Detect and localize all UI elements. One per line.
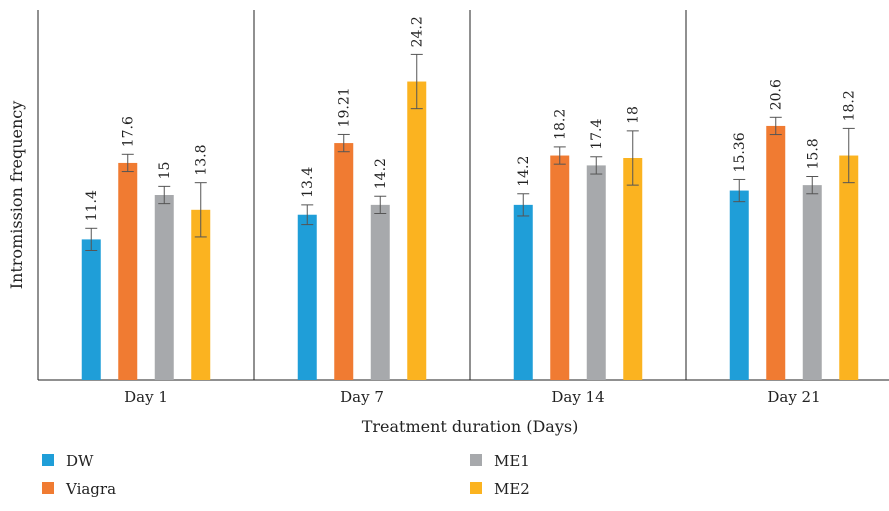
bar — [730, 191, 749, 380]
data-label: 15.8 — [805, 138, 821, 169]
bar — [803, 185, 822, 380]
legend-swatch — [470, 482, 482, 494]
legend-swatch — [42, 454, 54, 466]
data-label: 20.6 — [769, 79, 785, 110]
data-label: 17.4 — [589, 119, 605, 150]
bar — [371, 205, 390, 380]
bar — [155, 195, 174, 380]
plot-area: Day 1 11.4 17.6 15 13.8 Day 7 13.4 19.21 14.2 24.… — [38, 10, 889, 406]
y-axis-title: Intromission frequency — [7, 101, 26, 290]
bar — [839, 156, 858, 380]
data-label: 18.2 — [553, 109, 569, 140]
legend: DW Viagra ME1 ME2 — [42, 452, 530, 498]
bar — [118, 163, 137, 380]
bar — [334, 143, 353, 380]
data-label: 14.2 — [516, 156, 532, 187]
data-label: 17.6 — [121, 116, 137, 147]
data-label: 13.8 — [194, 144, 210, 175]
data-label: 14.2 — [373, 158, 389, 189]
data-label: 18 — [626, 106, 642, 124]
x-tick-label: Day 21 — [767, 388, 820, 406]
bar — [82, 239, 101, 380]
legend-label: ME2 — [494, 480, 530, 498]
legend-label: ME1 — [494, 452, 530, 470]
data-label: 15 — [157, 162, 173, 180]
x-tick-label: Day 1 — [124, 388, 168, 406]
bar — [587, 165, 606, 380]
bar — [766, 126, 785, 380]
legend-swatch — [42, 482, 54, 494]
x-tick-label: Day 14 — [551, 388, 604, 406]
bar — [623, 158, 642, 380]
x-axis-title: Treatment duration (Days) — [362, 417, 579, 436]
data-label: 11.4 — [84, 190, 100, 221]
bar — [514, 205, 533, 380]
legend-swatch — [470, 454, 482, 466]
data-label: 19.21 — [337, 87, 353, 127]
data-label: 18.2 — [842, 90, 858, 121]
data-label: 24.2 — [410, 16, 426, 47]
data-label: 15.36 — [732, 132, 748, 172]
x-tick-label: Day 7 — [340, 388, 384, 406]
legend-label: DW — [66, 452, 94, 470]
data-label: 13.4 — [300, 167, 316, 198]
bar — [550, 156, 569, 380]
legend-label: Viagra — [65, 480, 116, 498]
bar — [407, 82, 426, 380]
bar — [298, 215, 317, 380]
